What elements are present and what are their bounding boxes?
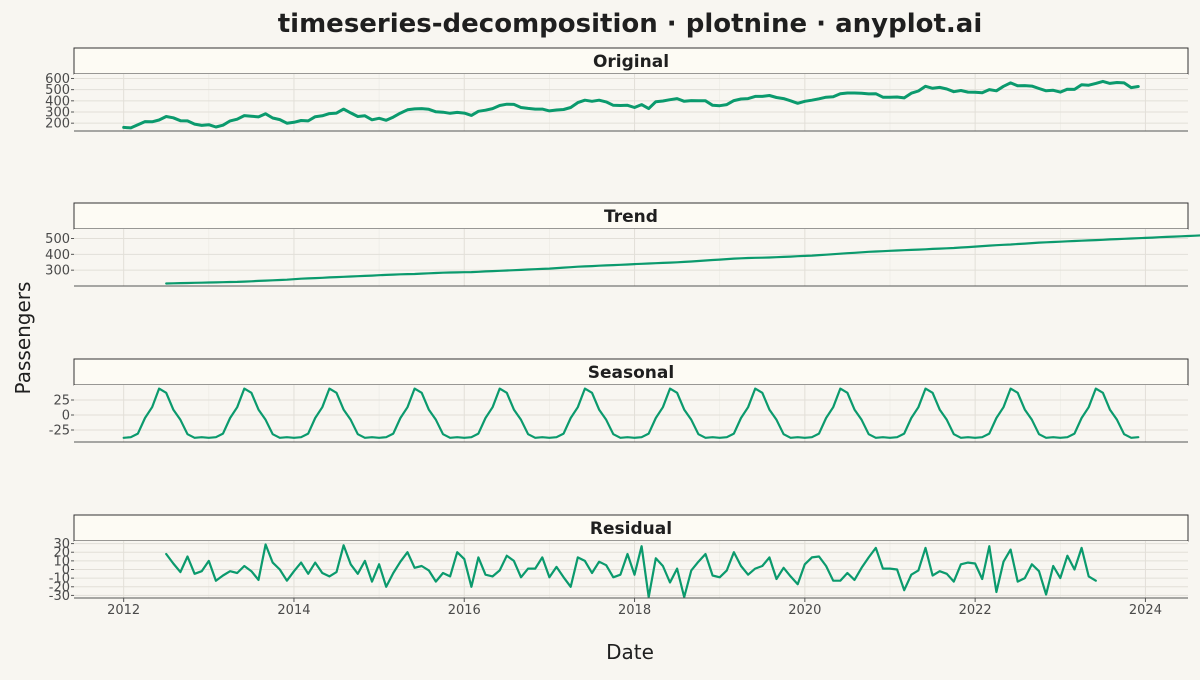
panel-strip-label-trend: Trend [604,207,658,227]
y-tick-label-original: 400 [45,94,70,109]
y-tick-label-trend: 400 [45,248,70,263]
panel-strip-trend [73,202,1189,230]
x-tick-label: 2012 [107,603,140,618]
y-tick-label-residual: -30 [49,589,70,604]
y-tick-label-residual: 20 [53,546,70,561]
series-line-original [122,79,1140,130]
y-tick-label-original: 600 [45,72,70,87]
panel-strip-residual [73,514,1189,542]
x-tick-label: 2020 [788,603,821,618]
panel-strip-label-residual: Residual [590,519,672,539]
y-tick-label-original: 200 [45,117,70,132]
y-tick-label-residual: -20 [49,580,70,595]
series-line-residual [165,543,1097,599]
panel-plot-area-trend [74,229,1188,286]
y-tick-label-original: 300 [45,106,70,121]
panel-strip-label-original: Original [593,52,669,72]
panel-strip-seasonal [73,358,1189,386]
x-tick-label: 2016 [448,603,481,618]
y-tick-label-trend: 300 [45,264,70,279]
y-tick-label-seasonal: 0 [62,409,70,424]
y-tick-label-residual: 10 [53,554,70,569]
panels-layer: Original200300400500600Trend300400500Sea… [45,47,1200,618]
chart-title: timeseries-decomposition · plotnine · an… [278,9,983,39]
x-tick-label: 2014 [277,603,310,618]
y-tick-label-seasonal: -25 [49,424,70,439]
series-line-seasonal [122,387,1140,439]
y-tick-label-original: 500 [45,83,70,98]
x-tick-label: 2024 [1129,603,1162,618]
y-tick-label-residual: -10 [49,572,70,587]
panel-strip-label-seasonal: Seasonal [588,363,674,383]
y-tick-label-residual: 0 [62,563,70,578]
panel-strip-original [73,47,1189,75]
x-tick-label: 2022 [959,603,992,618]
y-axis-title: Passengers [11,282,35,395]
y-tick-label-trend: 500 [45,232,70,247]
x-axis-title: Date [606,640,654,664]
y-tick-label-residual: 30 [53,537,70,552]
y-tick-label-seasonal: 25 [53,394,70,409]
panel-plot-area-original [74,74,1188,131]
series-line-trend [165,234,1200,285]
x-tick-label: 2018 [618,603,651,618]
panel-plot-area-seasonal [74,385,1188,442]
